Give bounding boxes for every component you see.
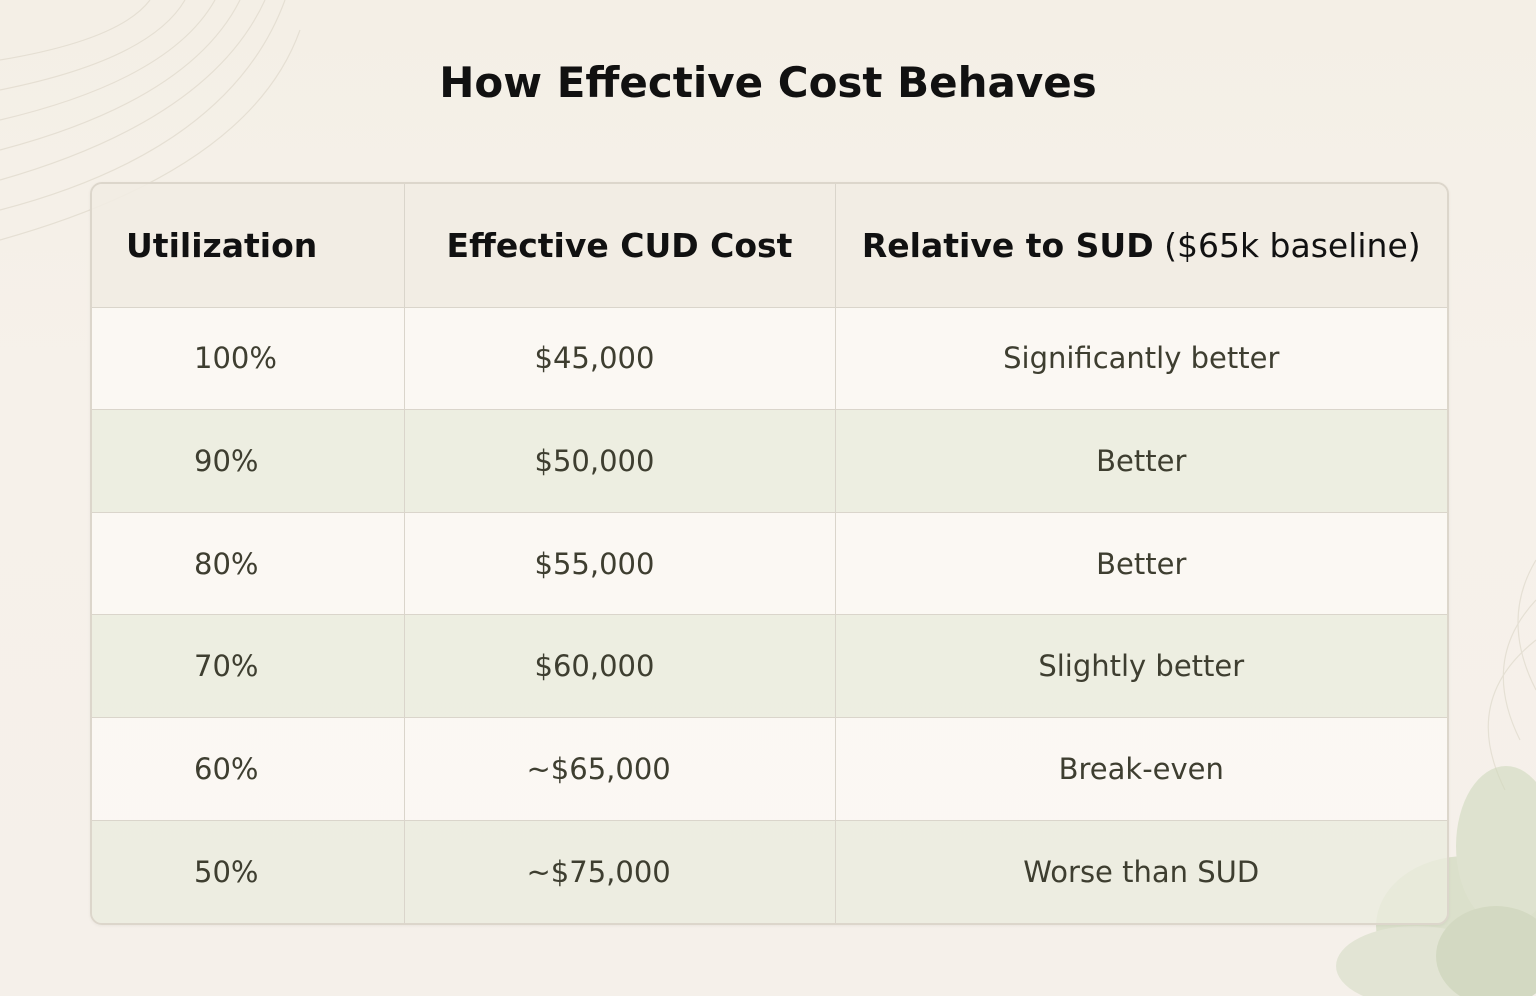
cell-utilization: 90% — [92, 409, 405, 513]
table-row: 70% $60,000 Slightly better — [92, 614, 1447, 719]
header-effective-cost: Effective CUD Cost — [403, 184, 836, 308]
cost-table-grid: Utilization Effective CUD Cost Relative … — [92, 184, 1447, 923]
table-row: 60% ~$65,000 Break-even — [92, 717, 1447, 821]
page-title: How Effective Cost Behaves — [439, 58, 1097, 107]
cell-cost: $45,000 — [403, 306, 836, 411]
cell-utilization: 60% — [92, 717, 405, 821]
cell-relative: Slightly better — [834, 614, 1447, 719]
header-relative-bold: Relative to SUD — [861, 225, 1154, 265]
cell-cost: $60,000 — [403, 614, 836, 719]
table-row: 100% $45,000 Significantly better — [92, 306, 1447, 411]
table-row: 90% $50,000 Better — [92, 409, 1447, 513]
table-header-row: Utilization Effective CUD Cost Relative … — [92, 184, 1447, 308]
cell-cost: $55,000 — [403, 511, 836, 616]
cell-relative: Better — [834, 511, 1447, 616]
cell-relative: Break-even — [834, 717, 1447, 821]
table-row: 50% ~$75,000 Worse than SUD — [92, 819, 1447, 923]
table-row: 80% $55,000 Better — [92, 511, 1447, 616]
cell-relative: Better — [834, 409, 1447, 513]
cell-relative: Worse than SUD — [834, 819, 1447, 923]
cell-cost: ~$75,000 — [403, 819, 836, 923]
cell-cost: $50,000 — [403, 409, 836, 513]
header-utilization: Utilization — [92, 184, 405, 308]
cell-utilization: 80% — [92, 511, 405, 616]
cost-table: Utilization Effective CUD Cost Relative … — [90, 182, 1449, 925]
header-relative: Relative to SUD ($65k baseline) — [834, 184, 1447, 308]
cell-utilization: 70% — [92, 614, 405, 719]
cell-relative: Significantly better — [834, 306, 1447, 411]
cell-utilization: 50% — [92, 819, 405, 923]
cell-utilization: 100% — [92, 306, 405, 411]
header-relative-baseline: ($65k baseline) — [1153, 225, 1421, 265]
cell-cost: ~$65,000 — [403, 717, 836, 821]
